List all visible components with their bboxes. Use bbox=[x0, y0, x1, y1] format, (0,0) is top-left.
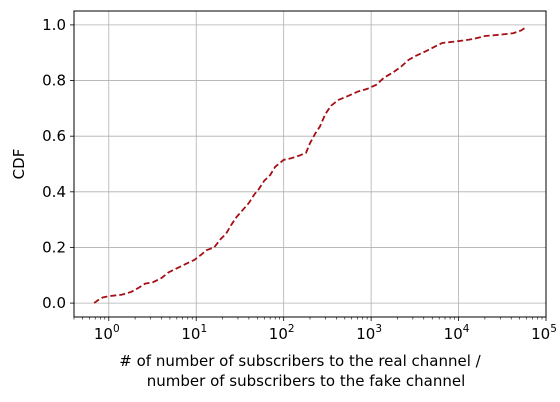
x-tick-label: 105 bbox=[531, 323, 557, 343]
x-tick-exponent: 4 bbox=[463, 323, 470, 335]
x-tick-label: 100 bbox=[94, 323, 120, 343]
y-axis-ticks: 0.0 0.2 0.4 0.6 0.8 1.0 bbox=[42, 16, 74, 312]
y-tick-label: 0.2 bbox=[42, 238, 66, 256]
y-tick-label: 0.0 bbox=[42, 294, 66, 312]
x-tick-label: 102 bbox=[269, 323, 295, 343]
y-tick-label: 0.8 bbox=[42, 72, 66, 90]
series-layer bbox=[93, 26, 526, 304]
y-axis-label: CDF bbox=[10, 149, 28, 180]
grid-lines bbox=[74, 11, 547, 317]
x-tick-label: 104 bbox=[444, 323, 470, 343]
x-axis-ticks: 100 101 102 103 104 105 bbox=[73, 317, 557, 343]
x-tick-exponent: 0 bbox=[113, 323, 120, 335]
x-tick-label: 101 bbox=[181, 323, 207, 343]
plot-frame bbox=[73, 10, 547, 318]
x-axis-label-line-2: number of subscribers to the fake channe… bbox=[147, 372, 465, 390]
x-tick-exponent: 3 bbox=[375, 323, 382, 335]
x-tick-exponent: 5 bbox=[550, 323, 557, 335]
x-axis-label-line-1: # of number of subscribers to the real c… bbox=[119, 352, 481, 370]
x-tick-exponent: 2 bbox=[288, 323, 295, 335]
y-tick-label: 0.6 bbox=[42, 127, 66, 145]
x-tick-exponent: 1 bbox=[200, 323, 207, 335]
y-tick-label: 0.4 bbox=[42, 183, 66, 201]
x-tick-label: 103 bbox=[356, 323, 382, 343]
y-tick-label: 1.0 bbox=[42, 16, 66, 34]
cdf-series-line bbox=[93, 26, 526, 304]
